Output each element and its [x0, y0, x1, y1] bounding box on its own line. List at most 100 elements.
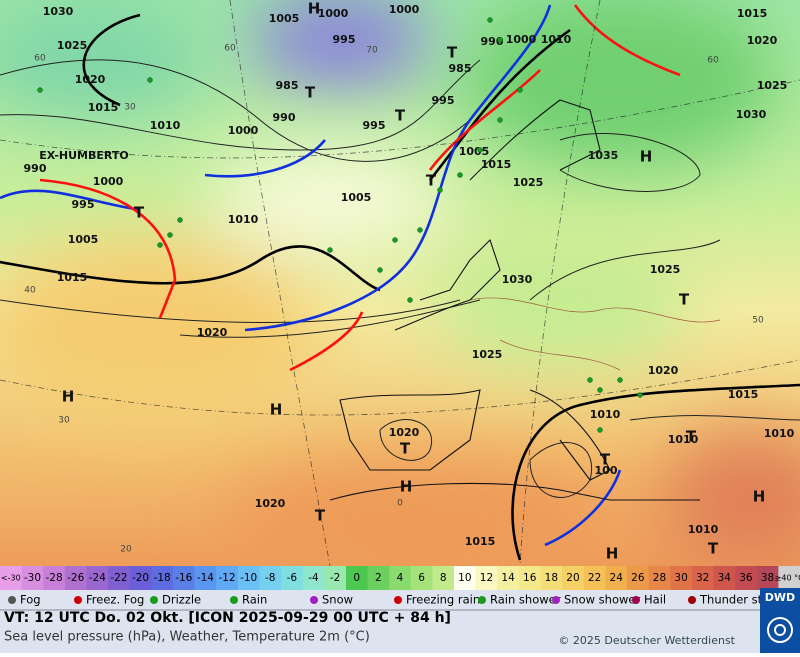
isobar-label: 1010 [150, 119, 181, 132]
scale-cell [324, 566, 347, 590]
scale-label: 24 [610, 572, 624, 584]
weather-symbol [407, 297, 413, 303]
storm-name: EX-HUMBERTO [39, 149, 128, 162]
scale-cell [756, 566, 779, 590]
weather-symbol [437, 187, 443, 193]
legend-icon [310, 596, 318, 604]
isobar-label: 1025 [472, 348, 503, 361]
weather-symbol [147, 77, 153, 83]
pressure-center: H [62, 388, 75, 406]
scale-label: -30 [24, 572, 41, 584]
pressure-center: T [395, 107, 406, 125]
scale-cell [670, 566, 693, 590]
scale-label: 2 [375, 572, 382, 584]
legend-label: Hail [644, 593, 666, 607]
pressure-center: H [308, 0, 321, 18]
grid-label: 50 [752, 316, 764, 326]
scale-cell [627, 566, 650, 590]
isobar-label: 1015 [737, 7, 768, 20]
scale-cell [562, 566, 585, 590]
isobar-label: 1000 [506, 33, 537, 46]
scale-label: -24 [89, 572, 106, 584]
isobar-label: 1000 [389, 3, 420, 16]
weather-symbol [392, 237, 398, 243]
weather-symbol [157, 242, 163, 248]
scale-label: 36 [739, 572, 753, 584]
isobar-label: 1015 [728, 388, 759, 401]
legend-icon [632, 596, 640, 604]
isobar-label: 1005 [459, 145, 490, 158]
isobar-label: 1025 [650, 263, 681, 276]
scale-label: 0 [353, 572, 360, 584]
grid-label: 0 [397, 499, 403, 509]
weather-symbol [487, 17, 493, 23]
logo-text: DWD [765, 591, 795, 604]
isobar-label: 1005 [269, 12, 300, 25]
pressure-center: T [686, 428, 697, 446]
isobar-label: 1020 [389, 426, 420, 439]
pressure-center: T [305, 84, 316, 102]
scale-label: -4 [308, 572, 319, 584]
scale-label: -2 [330, 572, 340, 584]
scale-label: -20 [132, 572, 149, 584]
isobar-label: 1010 [688, 523, 719, 536]
scale-cell [454, 566, 477, 590]
isobar-label: 1010 [764, 427, 795, 440]
pressure-center: T [315, 507, 326, 525]
scale-cell [389, 566, 412, 590]
pressure-center: T [600, 451, 611, 469]
weather-symbol [497, 117, 503, 123]
grid-label: 40 [24, 286, 36, 296]
scale-label: 4 [397, 572, 404, 584]
grid-label: 70 [366, 46, 378, 56]
weather-symbol [637, 392, 643, 398]
weather-symbol [327, 247, 333, 253]
weather-symbol [167, 232, 173, 238]
grid-label: 20 [120, 545, 132, 555]
isobar-label: 1015 [88, 101, 119, 114]
scale-label: 30 [674, 572, 687, 584]
scale-label: 18 [545, 572, 558, 584]
scale-label: 16 [523, 572, 537, 584]
isobar-label: 1005 [68, 233, 99, 246]
scale-cell [605, 566, 628, 590]
scale-label: -6 [287, 572, 298, 584]
scale-cell [43, 566, 66, 590]
copyright: © 2025 Deutscher Wetterdienst [558, 634, 735, 647]
temperature-scale: <-30 -30 -28 -26 -24 -22 -20 -18 -16 -14 -12 -10 -8-… [0, 566, 800, 590]
weather-symbol [177, 217, 183, 223]
grid-label: 30 [124, 103, 136, 113]
scale-label: 6 [418, 572, 425, 584]
weather-symbol [457, 172, 463, 178]
isobar-label: 1000 [93, 175, 124, 188]
grid-label: 30 [58, 416, 70, 426]
isobar-label: 1015 [465, 535, 496, 548]
isobar-label: 990 [273, 111, 296, 124]
scale-label: 34 [718, 572, 732, 584]
scale-cell [237, 566, 260, 590]
scale-cell [281, 566, 304, 590]
pressure-center: T [708, 540, 719, 558]
scale-label: -16 [175, 572, 192, 584]
weather-symbol [377, 267, 383, 273]
pressure-center: H [753, 488, 766, 506]
scale-label: 32 [696, 572, 709, 584]
weather-symbol [517, 87, 523, 93]
legend-label: Freezing rain [406, 593, 480, 607]
scale-label: -12 [218, 572, 235, 584]
scale-cell [345, 566, 369, 590]
isobar-label: 1030 [43, 5, 74, 18]
isobar-label: 1015 [57, 271, 88, 284]
scale-cell [64, 566, 87, 590]
isobar-label: 1020 [747, 34, 778, 47]
pressure-center: H [640, 148, 653, 166]
pressure-center: T [679, 291, 690, 309]
legend-icon [74, 596, 82, 604]
scale-label: 26 [631, 572, 645, 584]
isobar-label: 1020 [197, 326, 228, 339]
isobar-label: 995 [363, 119, 386, 132]
scale-label: 20 [566, 572, 579, 584]
scale-cell [216, 566, 239, 590]
scale-label: -10 [240, 572, 257, 584]
